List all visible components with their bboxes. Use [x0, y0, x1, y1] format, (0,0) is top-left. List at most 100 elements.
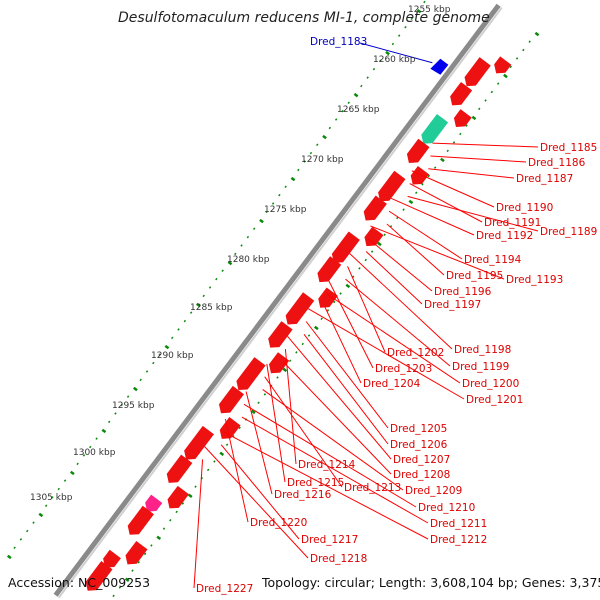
scale-tick-outer [139, 378, 142, 382]
scale-tick-inner [339, 292, 342, 295]
scale-tick-inner [383, 233, 386, 237]
leader-line [409, 183, 483, 223]
accession-text: Accession: NC_009253 [8, 575, 151, 590]
scale-tick-outer [423, 0, 426, 4]
gene-arrow [145, 494, 163, 512]
scale-tick-outer [353, 92, 359, 98]
gene-label: Dred_1189 [540, 226, 597, 238]
scale-tick-inner [358, 267, 361, 270]
scale-tick-outer [89, 445, 92, 449]
scale-tick-inner [282, 367, 288, 373]
scale-tick-outer [372, 67, 376, 71]
gene-arrow [184, 425, 214, 460]
gene-arrow [406, 138, 430, 163]
scale-label: 1295 kbp [112, 401, 155, 411]
scale-tick-outer [297, 168, 300, 172]
backbone-line-inner [58, 6, 503, 599]
scale-tick-inner [194, 485, 197, 488]
scale-tick-outer [101, 428, 107, 434]
gene-label: Dred_1185 [540, 142, 597, 154]
scale-tick-outer [38, 512, 44, 518]
leader-line [224, 418, 249, 523]
scale-tick-inner [408, 199, 414, 205]
gene-label: Dred_1193 [506, 274, 563, 286]
scale-tick-outer [13, 546, 16, 550]
gene-label: Dred_1187 [516, 173, 573, 185]
scale-tick-outer [114, 412, 117, 415]
scale-tick-outer [290, 176, 296, 182]
scale-tick-outer [347, 101, 350, 105]
scale-tick-outer [334, 118, 338, 121]
scale-tick-outer [303, 160, 306, 163]
leader-line [223, 431, 429, 540]
gene-arrow [103, 549, 121, 568]
scale-tick-inner [143, 552, 147, 556]
scale-tick-inner [364, 258, 367, 262]
scale-tick-outer [19, 538, 23, 541]
genome-backbone [53, 3, 503, 599]
gene-arrow [378, 170, 406, 202]
scale-tick-outer [76, 462, 79, 466]
gene-arrow [363, 195, 387, 221]
leader-line [243, 403, 417, 508]
leader-line [428, 168, 515, 179]
gene-label: Dred_1196 [434, 286, 492, 298]
scale-tick-outer [221, 269, 224, 272]
scale-tick-outer [126, 395, 130, 398]
scale-tick-inner [313, 325, 319, 331]
scale-tick-inner [219, 451, 225, 457]
leader-line [287, 335, 392, 460]
leader-line [305, 321, 389, 429]
gene-label: Dred_1207 [393, 454, 450, 466]
scale-tick-outer [32, 521, 35, 524]
gene-arrow [269, 352, 290, 374]
scale-tick-inner [370, 250, 374, 253]
leader-line [282, 361, 392, 475]
leader-line [407, 195, 539, 232]
scale-tick-inner [301, 342, 304, 346]
leader-line [204, 446, 309, 559]
backbone-line [53, 3, 501, 597]
gene-label: Dred_1227 [196, 583, 253, 595]
scale-tick-outer [63, 479, 67, 482]
scale-tick-outer [133, 386, 138, 392]
scale-tick-inner [478, 107, 481, 111]
genome-summary-text: Topology: circular; Length: 3,608,104 bp… [262, 575, 600, 590]
scale-tick-outer [385, 50, 390, 56]
leader-line [262, 389, 404, 491]
scale-tick-outer [322, 134, 327, 140]
scale-tick-inner [471, 115, 477, 121]
scale-tick-inner [112, 594, 115, 598]
gene-label: Dred_1209 [405, 485, 462, 497]
gene-label: Dred_1192 [476, 230, 533, 242]
scale-tick-outer [227, 260, 233, 266]
scale-tick-outer [284, 185, 287, 188]
scale-tick-outer [309, 151, 313, 155]
gene-label: Dred_1211 [430, 518, 487, 530]
scale-tick-outer [44, 504, 48, 508]
gene-label: Dred_1217 [301, 534, 358, 546]
leader-line [432, 142, 539, 148]
scale-tick-outer [360, 84, 363, 88]
scale-tick-outer [328, 126, 332, 130]
leader-line [365, 251, 423, 305]
scale-tick-outer [202, 294, 205, 298]
scale-tick-inner [484, 99, 487, 102]
scale-tick-outer [51, 496, 54, 499]
scale-tick-inner [402, 208, 405, 211]
gene-arrow [318, 287, 338, 308]
gene-arrow [236, 357, 266, 391]
scale-tick-outer [164, 344, 170, 350]
leader-line [347, 266, 386, 353]
gene-arrow [218, 385, 244, 414]
scale-tick-outer [145, 370, 149, 373]
scale-tick-outer [196, 302, 201, 308]
leader-line [326, 293, 461, 384]
leader-line [345, 278, 451, 367]
gene-arrow [125, 541, 148, 565]
gene-label: Dred_1195 [446, 270, 503, 282]
gene-label: Dred_1199 [452, 361, 509, 373]
scale-tick-outer [177, 328, 180, 331]
scale-tick-inner [452, 141, 456, 144]
